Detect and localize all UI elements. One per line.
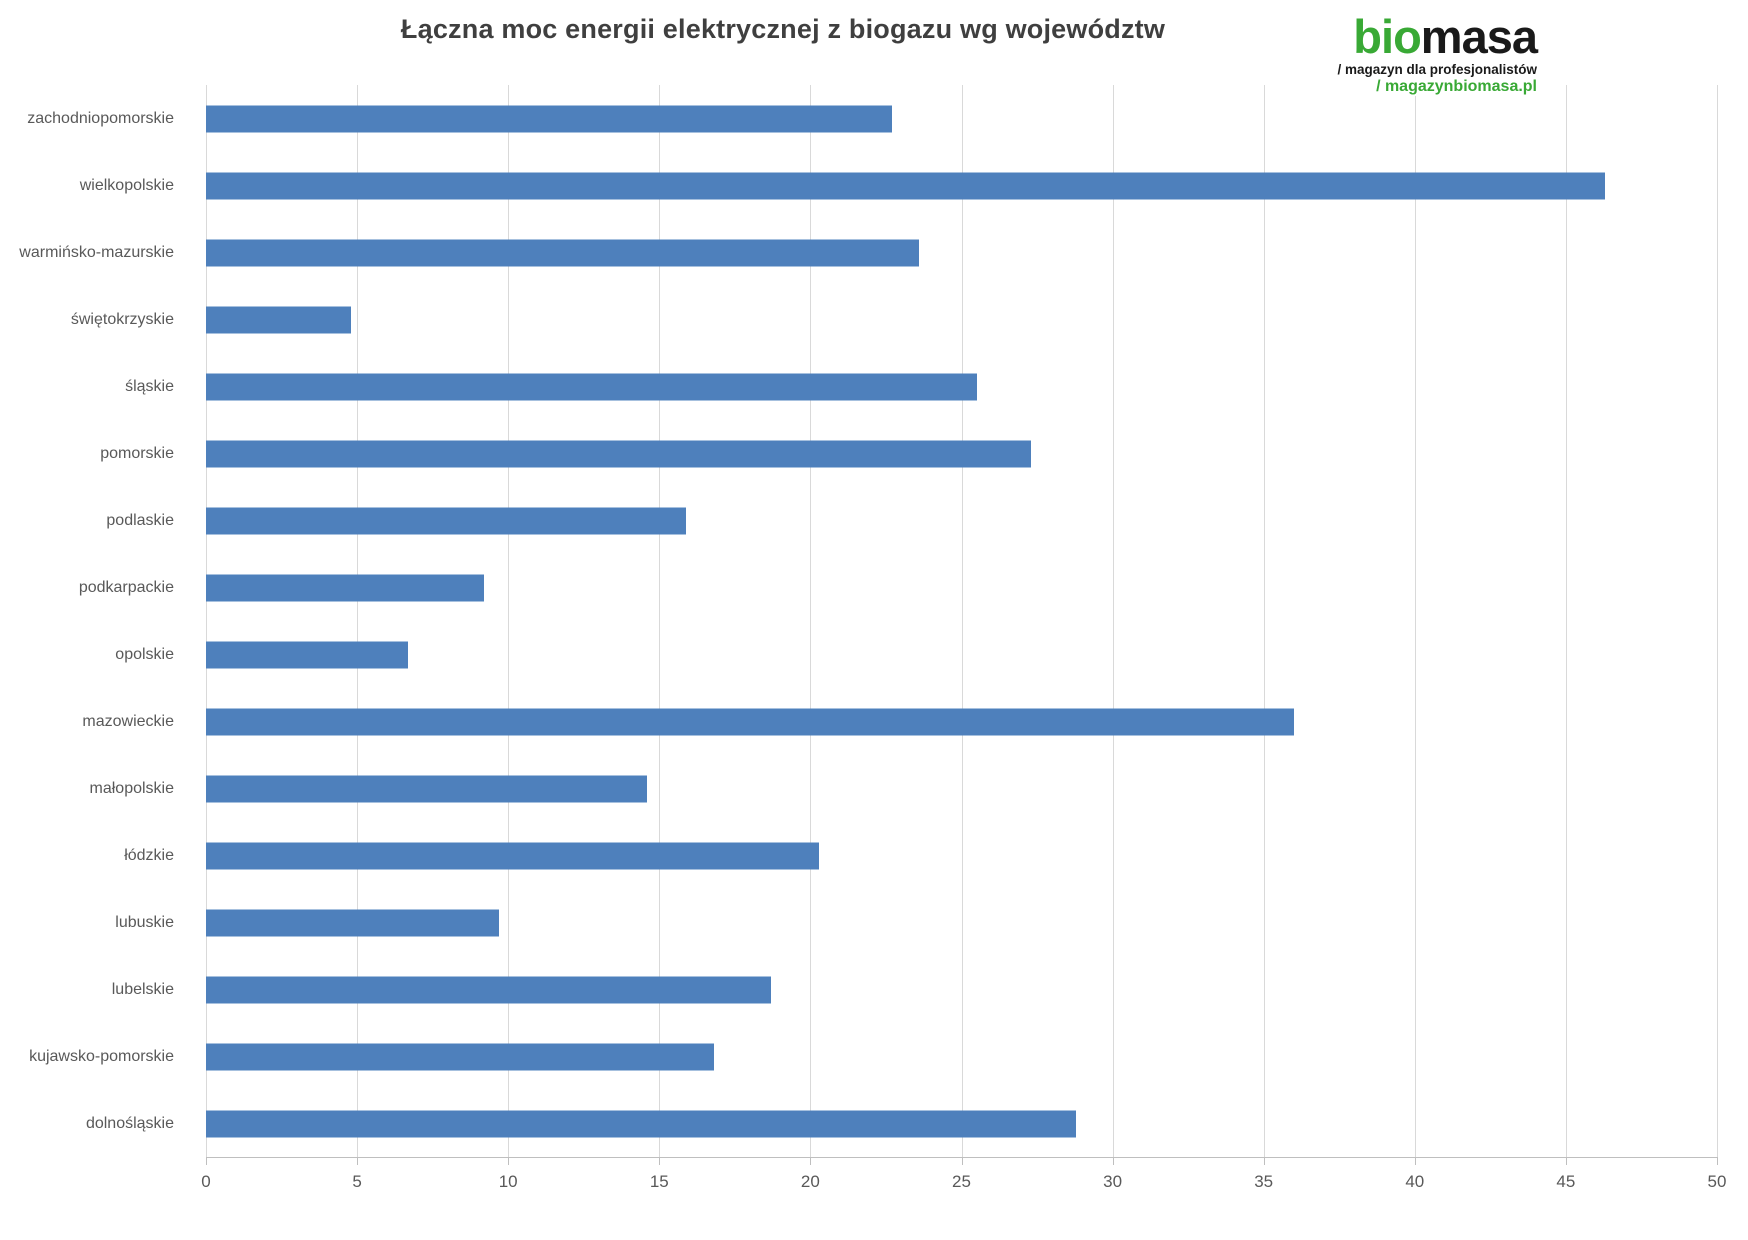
category-label-podlaskie: podlaskie bbox=[106, 511, 174, 529]
category-label-zachodniopomorskie: zachodniopomorskie bbox=[27, 109, 174, 127]
gridline bbox=[961, 85, 963, 1157]
bar-row bbox=[206, 688, 1717, 755]
bar-row bbox=[206, 889, 1717, 956]
category-label-warmińsko-mazurskie: warmińsko-mazurskie bbox=[19, 243, 174, 261]
bar-row bbox=[206, 85, 1717, 152]
biomasa-logo: biomasa / magazyn dla profesjonalistów /… bbox=[1337, 10, 1538, 97]
gridline bbox=[357, 85, 359, 1157]
bar-podkarpackie bbox=[206, 574, 485, 601]
x-tick-label: 35 bbox=[1254, 1172, 1274, 1191]
category-label-świętokrzyskie: świętokrzyskie bbox=[70, 310, 174, 328]
bar-opolskie bbox=[206, 641, 409, 668]
category-axis: zachodniopomorskie wielkopolskie warmińsko… bbox=[0, 85, 174, 1157]
gridline bbox=[1263, 85, 1265, 1157]
x-tick-label: 45 bbox=[1556, 1172, 1576, 1191]
x-tick-mark bbox=[961, 1157, 963, 1165]
x-tick-mark bbox=[810, 1157, 812, 1165]
logo-url: / magazynbiomasa.pl bbox=[1376, 78, 1537, 96]
bar-mazowieckie bbox=[206, 708, 1294, 735]
bar-row bbox=[206, 822, 1717, 889]
bar-pomorskie bbox=[206, 440, 1031, 467]
gridline bbox=[508, 85, 510, 1157]
x-tick-label: 40 bbox=[1405, 1172, 1425, 1191]
category-label-opolskie: opolskie bbox=[115, 645, 174, 663]
x-tick-mark bbox=[1414, 1157, 1416, 1165]
bar-wielkopolskie bbox=[206, 172, 1606, 199]
x-tick-label: 5 bbox=[352, 1172, 362, 1191]
x-tick-label: 25 bbox=[952, 1172, 971, 1191]
category-label-małopolskie: małopolskie bbox=[89, 779, 174, 797]
gridline bbox=[206, 85, 207, 1157]
logo-tagline: / magazyn dla profesjonalistów bbox=[1337, 62, 1537, 78]
bar-łódzkie bbox=[206, 842, 820, 869]
x-tick-mark bbox=[1565, 1157, 1567, 1165]
bar-śląskie bbox=[206, 373, 977, 400]
category-label-łódzkie: łódzkie bbox=[124, 846, 174, 864]
x-tick-mark bbox=[357, 1157, 359, 1165]
bar-lubelskie bbox=[206, 976, 772, 1003]
x-tick-mark bbox=[1112, 1157, 1114, 1165]
x-tick-mark bbox=[659, 1157, 661, 1165]
gridline bbox=[1112, 85, 1114, 1157]
x-tick-label: 20 bbox=[800, 1172, 820, 1191]
bar-row bbox=[206, 286, 1717, 353]
bar-zachodniopomorskie bbox=[206, 105, 892, 132]
category-label-lubelskie: lubelskie bbox=[111, 980, 174, 998]
x-tick-mark bbox=[1263, 1157, 1265, 1165]
x-tick-mark bbox=[1717, 1157, 1718, 1165]
bar-row bbox=[206, 219, 1717, 286]
bar-row bbox=[206, 487, 1717, 554]
bar-row bbox=[206, 621, 1717, 688]
bar-row bbox=[206, 1023, 1717, 1090]
category-label-wielkopolskie: wielkopolskie bbox=[79, 176, 174, 194]
category-label-śląskie: śląskie bbox=[125, 377, 174, 395]
bar-row bbox=[206, 152, 1717, 219]
bar-małopolskie bbox=[206, 775, 648, 802]
bar-kujawsko-pomorskie bbox=[206, 1043, 714, 1070]
logo-masa-text: masa bbox=[1420, 10, 1538, 63]
bar-dolnośląskie bbox=[206, 1110, 1077, 1137]
bar-warmińsko-mazurskie bbox=[206, 239, 920, 266]
biomasa-wordmark: biomasa bbox=[1337, 10, 1538, 63]
category-label-podkarpackie: podkarpackie bbox=[78, 578, 174, 596]
bar-row bbox=[206, 554, 1717, 621]
plot-area bbox=[206, 85, 1718, 1157]
x-tick-mark bbox=[206, 1157, 207, 1165]
bar-row bbox=[206, 956, 1717, 1023]
x-tick-label: 10 bbox=[498, 1172, 518, 1191]
chart-title: Łączna moc energii elektrycznej z biogaz… bbox=[400, 14, 1166, 44]
gridline bbox=[1414, 85, 1416, 1157]
gridline bbox=[659, 85, 661, 1157]
category-label-kujawsko-pomorskie: kujawsko-pomorskie bbox=[29, 1047, 174, 1065]
category-label-dolnośląskie: dolnośląskie bbox=[85, 1114, 174, 1132]
category-label-pomorskie: pomorskie bbox=[100, 444, 174, 462]
bar-podlaskie bbox=[206, 507, 687, 534]
x-tick-mark bbox=[508, 1157, 510, 1165]
logo-bio-text: bio bbox=[1353, 10, 1421, 63]
x-tick-label: 50 bbox=[1707, 1172, 1727, 1191]
bar-row bbox=[206, 1090, 1717, 1157]
bar-lubuskie bbox=[206, 909, 500, 936]
gridline bbox=[1565, 85, 1567, 1157]
bar-row bbox=[206, 353, 1717, 420]
bar-row bbox=[206, 420, 1717, 487]
category-label-lubuskie: lubuskie bbox=[115, 913, 174, 931]
x-tick-label: 30 bbox=[1103, 1172, 1123, 1191]
x-tick-label: 0 bbox=[201, 1172, 211, 1191]
bar-row bbox=[206, 755, 1717, 822]
bar-świętokrzyskie bbox=[206, 306, 352, 333]
category-label-mazowieckie: mazowieckie bbox=[82, 712, 174, 730]
gridline bbox=[1717, 85, 1718, 1157]
gridline bbox=[810, 85, 812, 1157]
x-tick-label: 15 bbox=[649, 1172, 669, 1191]
